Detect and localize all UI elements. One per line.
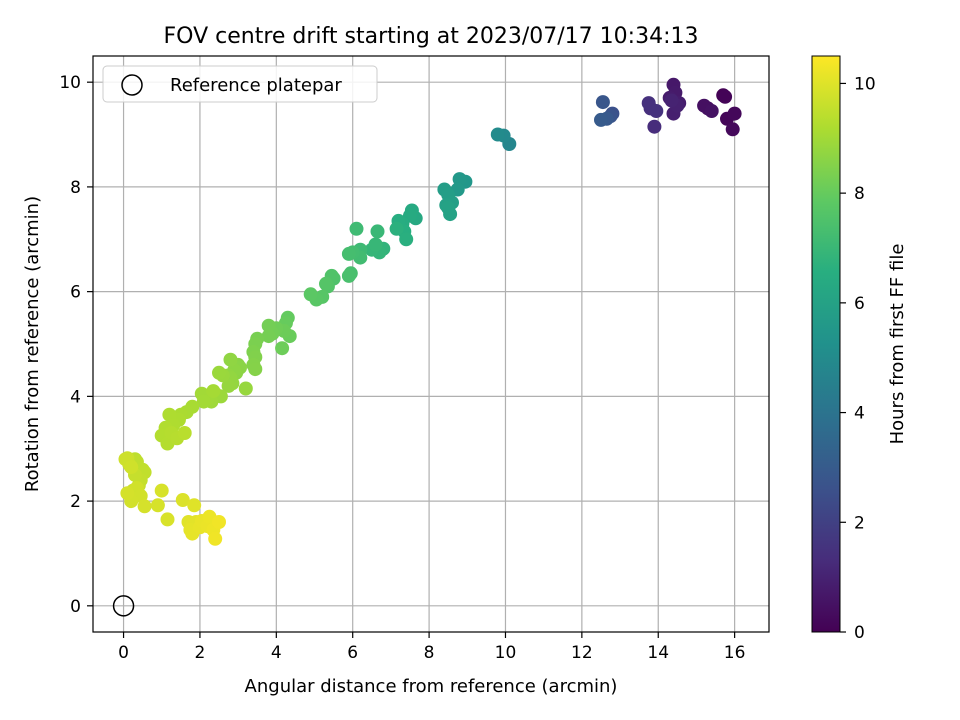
data-point	[399, 232, 414, 247]
data-point	[208, 531, 223, 546]
data-point	[341, 268, 356, 283]
data-point	[595, 95, 610, 110]
data-point	[223, 352, 238, 367]
data-point	[370, 224, 385, 239]
legend-marker-open-circle	[121, 74, 143, 96]
data-point	[162, 407, 177, 422]
legend-box	[102, 65, 378, 103]
data-point	[718, 89, 733, 104]
data-point	[389, 221, 404, 236]
plot-frame	[92, 55, 770, 633]
data-point	[212, 365, 226, 380]
legend-entry-reference-platepar: Reference platepar	[170, 75, 342, 96]
data-point	[349, 221, 364, 236]
y-tick-label: 2	[70, 492, 81, 512]
y-tick-label: 6	[70, 283, 81, 303]
reference-marker-layer	[112, 595, 135, 617]
y-tick-label: 10	[59, 73, 81, 93]
chart-title: FOV centre drift starting at 2023/07/17 …	[164, 24, 699, 49]
data-point	[175, 493, 190, 507]
data-point	[187, 498, 202, 513]
x-tick-label: 12	[571, 643, 593, 663]
y-tick-label: 4	[70, 387, 81, 407]
colorbar-tick-label: 6	[854, 294, 865, 314]
grid-lines	[93, 56, 769, 632]
data-point	[727, 106, 742, 121]
data-point	[704, 104, 719, 118]
data-point	[177, 426, 192, 440]
data-point	[221, 378, 236, 393]
colorbar-tick-label: 8	[854, 184, 865, 204]
data-points	[118, 77, 742, 546]
data-point	[248, 362, 263, 377]
colorbar-tick-label: 2	[854, 513, 865, 533]
data-point	[275, 341, 290, 356]
data-point	[490, 127, 505, 142]
x-tick-label: 0	[118, 643, 129, 663]
colorbar-ticks: 0 2 4 6 8 10	[840, 74, 876, 643]
colorbar-tick-label: 4	[854, 404, 865, 424]
data-point	[238, 381, 253, 396]
x-axis-ticks: 0 2 4 6 8 10 12 14 16	[118, 632, 745, 663]
colorbar-tick-label: 10	[854, 74, 876, 94]
data-point	[120, 486, 135, 501]
legend: Reference platepar	[102, 65, 378, 103]
x-tick-label: 6	[347, 643, 358, 663]
data-point	[452, 172, 467, 187]
x-tick-label: 16	[724, 643, 746, 663]
data-point	[261, 318, 276, 333]
colorbar-label: Hours from first FF file	[887, 244, 908, 445]
x-tick-label: 4	[271, 643, 282, 663]
reference-platepar-marker	[112, 595, 135, 617]
data-point	[196, 394, 211, 409]
y-axis-label: Rotation from reference (arcmin)	[22, 196, 43, 492]
data-point	[303, 287, 318, 302]
data-point	[725, 122, 740, 137]
data-point	[441, 200, 456, 215]
y-axis-ticks: 0 2 4 6 8 10	[59, 73, 93, 617]
data-point	[261, 329, 276, 344]
data-point	[124, 460, 139, 475]
x-tick-label: 14	[647, 643, 669, 663]
data-point	[368, 237, 383, 252]
x-tick-label: 2	[195, 643, 206, 663]
colorbar-tick-label: 0	[854, 623, 865, 643]
data-point	[319, 276, 333, 291]
x-tick-label: 10	[495, 643, 517, 663]
data-point	[647, 119, 662, 134]
data-point	[206, 384, 221, 399]
data-point	[594, 112, 608, 127]
x-axis-label: Angular distance from reference (arcmin)	[245, 676, 618, 697]
colorbar-gradient	[811, 55, 841, 633]
data-point	[137, 499, 152, 514]
data-point	[160, 512, 175, 527]
data-point	[341, 246, 356, 261]
data-point	[154, 483, 169, 498]
data-point	[664, 93, 679, 108]
data-point	[212, 515, 226, 529]
y-tick-label: 8	[70, 178, 81, 198]
data-point	[649, 104, 664, 118]
data-point	[150, 498, 165, 513]
colorbar: 0 2 4 6 8 10 Hours from first FF file	[811, 55, 908, 643]
y-tick-label: 0	[70, 597, 81, 617]
x-tick-label: 8	[424, 643, 435, 663]
